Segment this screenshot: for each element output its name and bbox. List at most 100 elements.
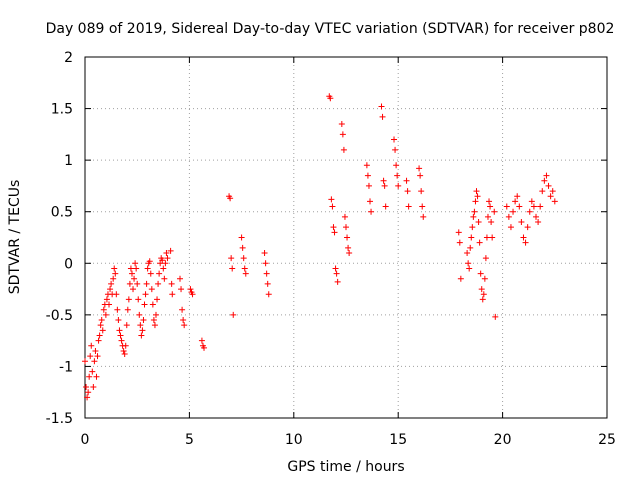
data-point (475, 219, 482, 226)
data-point (116, 327, 123, 334)
data-point (140, 317, 147, 324)
y-tick-label: 2 (64, 50, 73, 66)
data-point (492, 313, 499, 320)
data-point (484, 213, 491, 220)
data-point (113, 291, 120, 298)
y-tick-label: -1.5 (46, 411, 73, 427)
data-point (132, 260, 139, 267)
data-point (338, 121, 345, 128)
y-tick-label: 1.5 (51, 102, 73, 118)
data-point (329, 203, 336, 210)
data-point (99, 327, 106, 334)
data-point (160, 265, 167, 272)
data-point (201, 344, 208, 351)
data-point (533, 213, 540, 220)
y-axis-title: SDTVAR / TECUs (7, 180, 23, 295)
data-point (262, 260, 269, 267)
data-point (405, 203, 412, 210)
data-point (261, 249, 268, 256)
data-point (474, 193, 481, 200)
x-tick-label: 10 (285, 432, 303, 448)
data-point (528, 198, 535, 205)
data-point (147, 270, 154, 277)
data-point (488, 219, 495, 226)
data-point (535, 219, 542, 226)
data-point (465, 260, 472, 267)
data-point (455, 229, 462, 236)
data-point (505, 213, 512, 220)
data-point (240, 255, 247, 262)
data-point (391, 136, 398, 143)
data-point (264, 280, 271, 287)
data-point (117, 332, 124, 339)
data-point (404, 188, 411, 195)
x-axis-title: GPS time / hours (287, 459, 404, 475)
data-point (198, 337, 205, 344)
data-point (381, 182, 388, 189)
data-point (334, 278, 341, 285)
data-point (472, 198, 479, 205)
data-point (341, 213, 348, 220)
data-point (82, 358, 88, 365)
data-point (108, 280, 115, 287)
data-point (545, 182, 552, 189)
data-point (103, 296, 110, 303)
data-point (378, 103, 385, 110)
data-point (94, 353, 101, 360)
plot-frame (84, 56, 608, 419)
data-point (330, 224, 337, 231)
data-point (346, 249, 353, 256)
data-point (392, 146, 399, 153)
data-point (507, 224, 514, 231)
data-point (161, 275, 168, 282)
data-point (162, 260, 169, 267)
data-point (159, 257, 166, 264)
data-point (393, 162, 400, 169)
data-point (143, 280, 150, 287)
y-tick-label: -1 (59, 359, 73, 375)
data-point (112, 270, 119, 277)
data-point (178, 286, 185, 293)
data-point (522, 239, 529, 246)
data-point (265, 291, 272, 298)
data-point (187, 286, 194, 293)
data-point (539, 188, 546, 195)
data-point (131, 275, 138, 282)
data-point (344, 234, 351, 241)
data-point (382, 203, 389, 210)
data-point (139, 327, 146, 334)
data-point (88, 342, 95, 349)
data-point (364, 172, 371, 179)
data-point (111, 265, 118, 272)
data-point (473, 188, 480, 195)
data-point (477, 270, 484, 277)
data-point (127, 265, 134, 272)
data-point (403, 177, 410, 184)
data-point (85, 389, 92, 396)
data-point (230, 311, 237, 318)
data-point (135, 296, 142, 303)
data-point (152, 311, 159, 318)
data-point (466, 265, 473, 272)
data-point (189, 291, 196, 298)
data-point (543, 172, 550, 179)
y-tick-label: 0 (64, 256, 73, 272)
data-point (90, 384, 97, 391)
data-point (227, 195, 234, 202)
data-point (514, 193, 521, 200)
data-point (142, 291, 149, 298)
data-point (95, 337, 102, 344)
data-point (489, 234, 496, 241)
grid (85, 57, 607, 418)
data-point (481, 275, 488, 282)
data-point (457, 275, 464, 282)
data-point (328, 196, 335, 203)
data-point (469, 224, 476, 231)
data-point (468, 234, 475, 241)
data-point (516, 203, 523, 210)
data-point (333, 270, 340, 277)
data-point (144, 265, 151, 272)
data-point (93, 373, 100, 380)
data-point (476, 239, 483, 246)
